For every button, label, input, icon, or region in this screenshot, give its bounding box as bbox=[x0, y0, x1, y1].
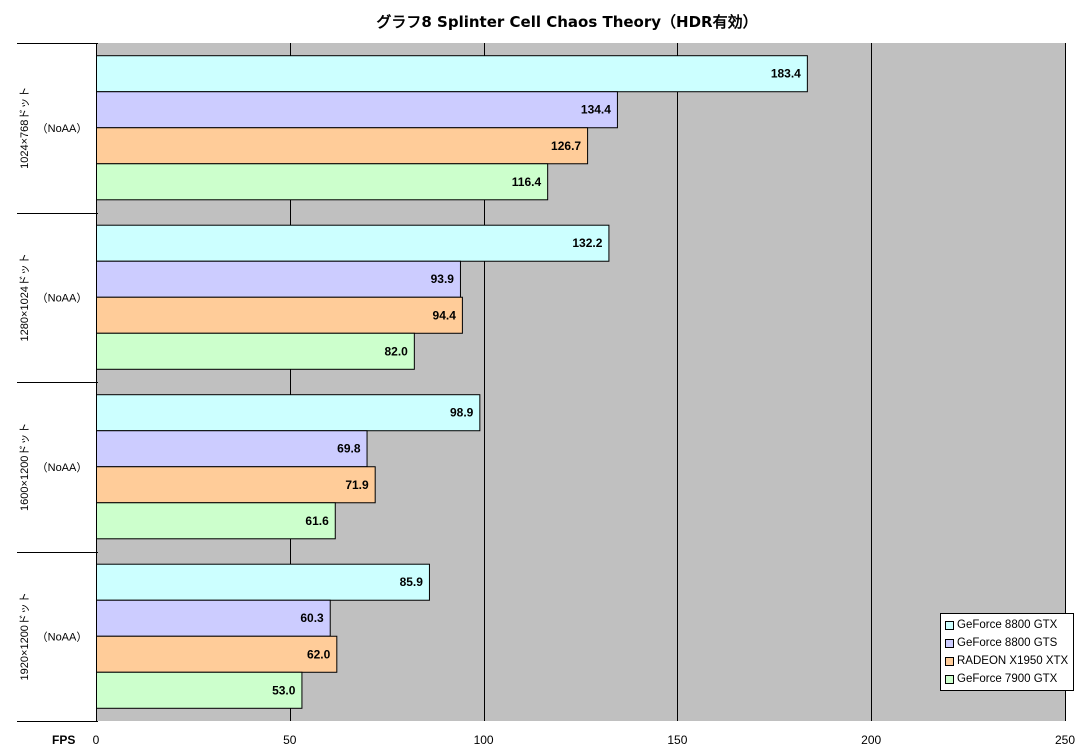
legend-item: RADEON X1950 XTX bbox=[945, 652, 1073, 670]
bars bbox=[96, 55, 808, 709]
category-mode-label: （NoAA） bbox=[37, 630, 88, 643]
x-axis-label: FPS bbox=[52, 733, 75, 747]
bar bbox=[96, 224, 610, 262]
bar-value-label: 60.3 bbox=[300, 611, 324, 625]
bar-value-label: 85.9 bbox=[400, 575, 424, 589]
bar-value-label: 61.6 bbox=[305, 514, 329, 528]
bar bbox=[96, 430, 368, 468]
bar-value-label: 93.9 bbox=[431, 272, 455, 286]
bar-value-label: 134.4 bbox=[581, 103, 611, 117]
category-mode-label: （NoAA） bbox=[37, 122, 88, 135]
category-mode-label: （NoAA） bbox=[37, 461, 88, 474]
bar-value-label: 126.7 bbox=[551, 139, 581, 153]
bar-value-label: 116.4 bbox=[512, 175, 542, 189]
bar bbox=[96, 260, 461, 298]
x-tick-label: 0 bbox=[93, 733, 100, 747]
bar bbox=[96, 671, 303, 709]
bar-value-label: 69.8 bbox=[337, 442, 361, 456]
bar-value-label: 132.2 bbox=[572, 236, 602, 250]
bar bbox=[96, 635, 338, 673]
bar bbox=[96, 127, 589, 165]
bar-value-label: 98.9 bbox=[450, 406, 474, 420]
legend-label: RADEON X1950 XTX bbox=[957, 655, 1069, 667]
bar bbox=[96, 599, 331, 637]
category-resolution-label: 1600×1200ドット bbox=[19, 423, 31, 511]
legend-item: GeForce 7900 GTX bbox=[945, 670, 1073, 688]
category-resolution-label: 1024×768ドット bbox=[19, 87, 31, 169]
bar-value-label: 62.0 bbox=[307, 647, 331, 661]
bar bbox=[96, 502, 336, 540]
legend-label: GeForce 7900 GTX bbox=[957, 673, 1058, 685]
legend-swatch bbox=[945, 638, 954, 648]
legend-item: GeForce 8800 GTX bbox=[945, 616, 1073, 634]
bar-value-label: 53.0 bbox=[272, 683, 296, 697]
bar-labels: 183.4 134.4 126.7 116.4 132.2 93.9 94.4 82.0 98.… bbox=[272, 67, 801, 698]
x-tick-label: 150 bbox=[667, 733, 687, 747]
x-tick-label: 100 bbox=[474, 733, 494, 747]
x-tick-label: 200 bbox=[861, 733, 881, 747]
chart-title: グラフ8 Splinter Cell Chaos Theory（HDR有効） bbox=[376, 13, 757, 31]
legend-item: GeForce 8800 GTS bbox=[945, 634, 1073, 652]
x-tick-label: 50 bbox=[283, 733, 297, 747]
bar-value-label: 183.4 bbox=[771, 67, 801, 81]
bar bbox=[96, 332, 415, 370]
y-axis: 1024×768ドット （NoAA） 1280×1024ドット （NoAA） 1600×… bbox=[17, 43, 98, 722]
bar bbox=[96, 296, 463, 334]
bar bbox=[96, 163, 549, 201]
x-tick-label: 250 bbox=[1055, 733, 1075, 747]
legend: GeForce 8800 GTX GeForce 8800 GTS RADEON… bbox=[940, 613, 1074, 691]
legend-label: GeForce 8800 GTX bbox=[957, 619, 1058, 631]
x-axis: 0 50 100 150 200 250 bbox=[93, 733, 1076, 747]
legend-swatch bbox=[945, 656, 954, 666]
legend-swatch bbox=[945, 674, 954, 684]
bar bbox=[96, 91, 618, 129]
category-mode-label: （NoAA） bbox=[37, 291, 88, 304]
bar-value-label: 94.4 bbox=[433, 308, 457, 322]
legend-label: GeForce 8800 GTS bbox=[957, 637, 1058, 649]
category-resolution-label: 1920×1200ドット bbox=[19, 592, 31, 680]
legend-swatch bbox=[945, 620, 954, 630]
bar-value-label: 82.0 bbox=[384, 344, 408, 358]
bar-value-label: 71.9 bbox=[345, 478, 369, 492]
bar bbox=[96, 563, 430, 601]
category-resolution-label: 1280×1024ドット bbox=[19, 253, 31, 341]
bar bbox=[96, 394, 481, 432]
bar bbox=[96, 466, 376, 504]
bar bbox=[96, 55, 808, 93]
